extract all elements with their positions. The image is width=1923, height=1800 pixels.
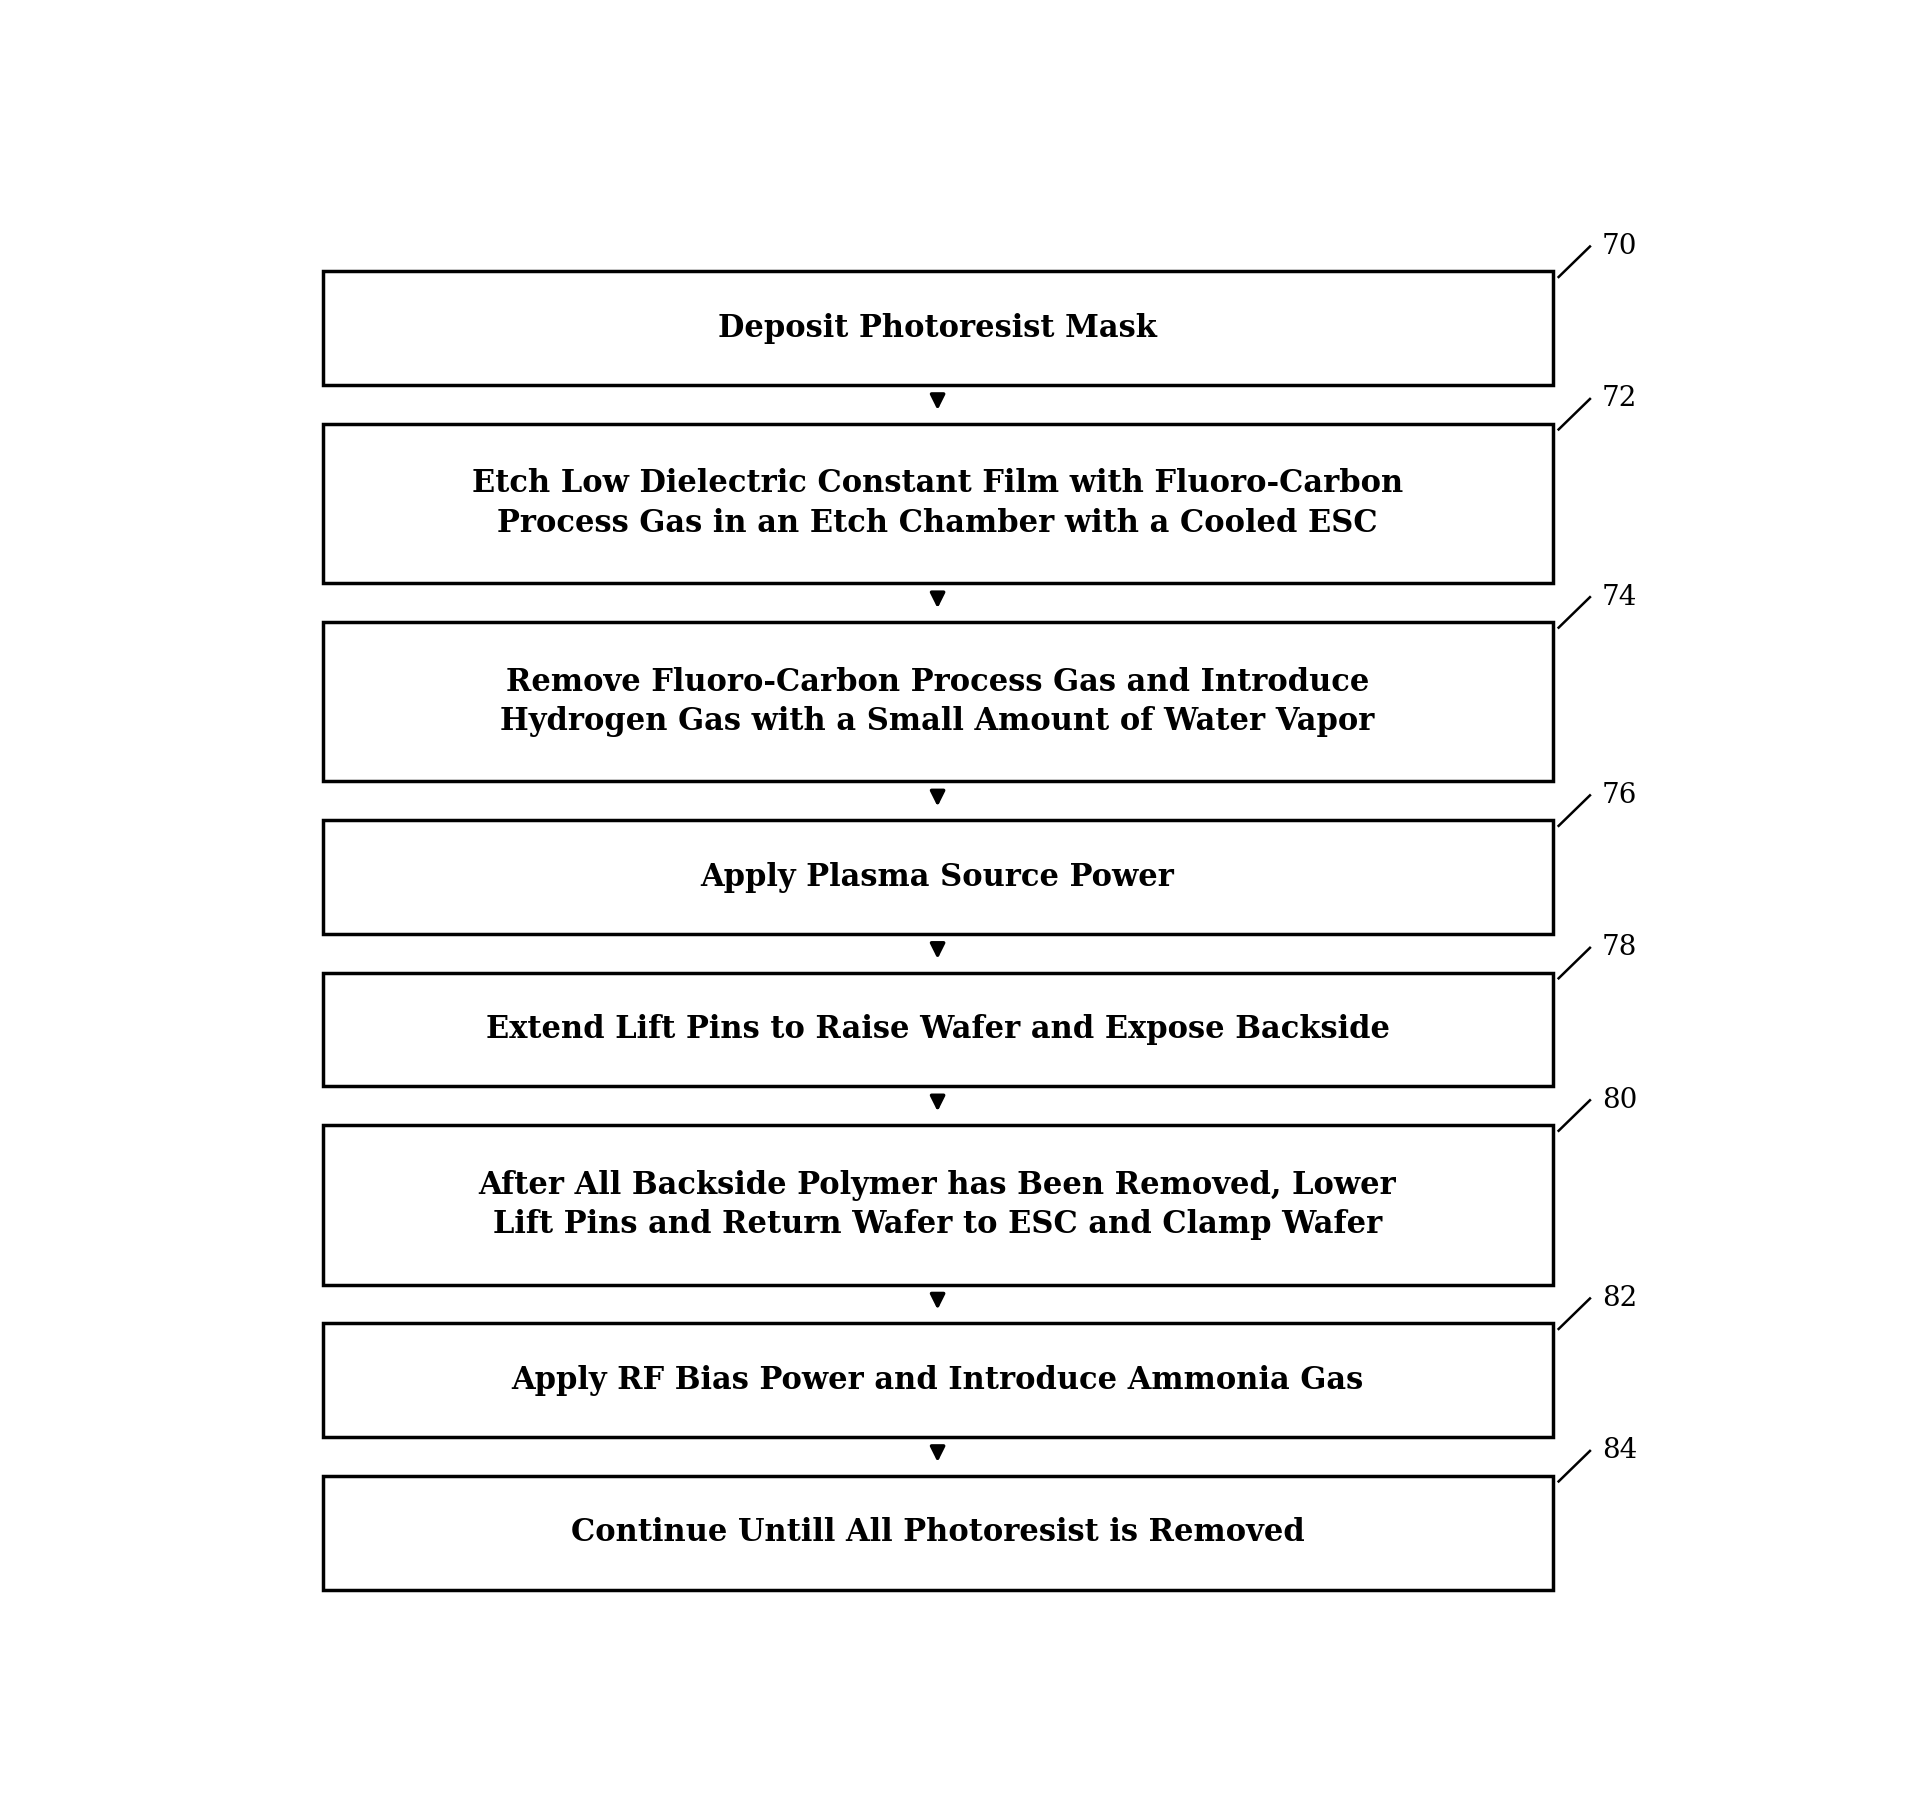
Text: Remove Fluoro-Carbon Process Gas and Introduce
Hydrogen Gas with a Small Amount : Remove Fluoro-Carbon Process Gas and Int… bbox=[500, 666, 1375, 736]
Bar bbox=[323, 821, 1552, 934]
Text: Etch Low Dielectric Constant Film with Fluoro-Carbon
Process Gas in an Etch Cham: Etch Low Dielectric Constant Film with F… bbox=[471, 468, 1402, 538]
Text: Apply RF Bias Power and Introduce Ammonia Gas: Apply RF Bias Power and Introduce Ammoni… bbox=[512, 1364, 1363, 1395]
Text: 70: 70 bbox=[1602, 232, 1636, 259]
Bar bbox=[323, 623, 1552, 781]
Bar bbox=[323, 1323, 1552, 1436]
Text: After All Backside Polymer has Been Removed, Lower
Lift Pins and Return Wafer to: After All Backside Polymer has Been Remo… bbox=[479, 1170, 1396, 1240]
Text: Continue Untill All Photoresist is Removed: Continue Untill All Photoresist is Remov… bbox=[571, 1517, 1304, 1548]
Bar bbox=[323, 972, 1552, 1087]
Text: 80: 80 bbox=[1602, 1087, 1636, 1114]
Text: Extend Lift Pins to Raise Wafer and Expose Backside: Extend Lift Pins to Raise Wafer and Expo… bbox=[485, 1013, 1388, 1046]
Text: 78: 78 bbox=[1602, 934, 1636, 961]
Text: 84: 84 bbox=[1602, 1438, 1636, 1465]
Bar bbox=[323, 425, 1552, 583]
Bar bbox=[323, 1476, 1552, 1589]
Text: 76: 76 bbox=[1602, 781, 1636, 808]
Bar bbox=[323, 1125, 1552, 1285]
Text: Deposit Photoresist Mask: Deposit Photoresist Mask bbox=[717, 313, 1156, 344]
Text: 82: 82 bbox=[1602, 1285, 1636, 1312]
Bar bbox=[323, 272, 1552, 385]
Text: Apply Plasma Source Power: Apply Plasma Source Power bbox=[700, 862, 1173, 893]
Text: 74: 74 bbox=[1602, 583, 1636, 610]
Text: 72: 72 bbox=[1602, 385, 1636, 412]
